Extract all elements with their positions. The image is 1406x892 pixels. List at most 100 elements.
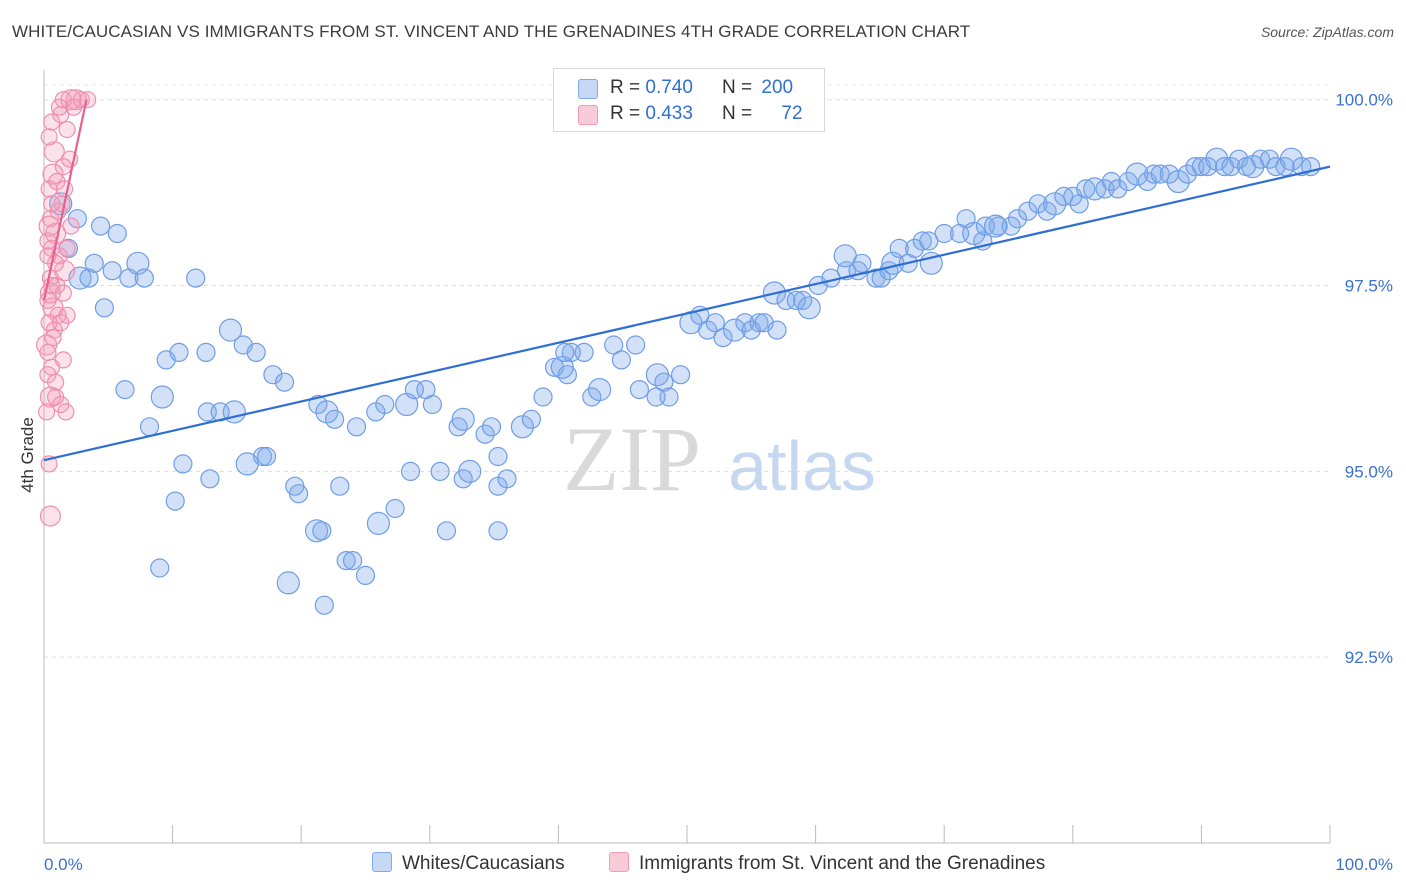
data-point — [722, 318, 747, 342]
data-point — [115, 380, 135, 400]
data-point — [385, 498, 405, 519]
data-point — [1007, 209, 1028, 229]
data-point — [375, 394, 395, 415]
data-point — [55, 180, 74, 198]
data-point — [713, 328, 733, 348]
data-point — [39, 505, 62, 527]
data-point — [629, 380, 650, 400]
data-point — [186, 268, 206, 288]
data-point — [46, 388, 65, 406]
data-point — [451, 407, 475, 431]
data-point — [533, 387, 553, 407]
data-point — [102, 261, 122, 281]
data-point — [400, 461, 421, 481]
data-point — [557, 365, 578, 385]
data-point — [983, 214, 1008, 238]
data-point — [57, 403, 75, 421]
data-point — [289, 484, 309, 504]
data-point — [355, 565, 376, 586]
source-label: Source: ZipAtlas.com — [1260, 24, 1394, 40]
data-point — [107, 223, 127, 244]
data-point — [797, 296, 821, 320]
y-tick-label: 97.5% — [1345, 277, 1393, 296]
legend-r-label: R = — [610, 77, 646, 98]
legend-swatch-whites — [372, 852, 392, 872]
data-point — [44, 329, 62, 347]
data-point — [430, 461, 450, 481]
data-point — [1198, 157, 1218, 177]
legend-swatch-pink — [578, 105, 598, 125]
y-axis-label: 4th Grade — [18, 417, 37, 493]
data-point — [312, 521, 332, 541]
data-point — [587, 378, 612, 402]
legend-r-value: 0.740 — [645, 77, 693, 98]
trend-line — [43, 165, 1331, 462]
data-point — [94, 298, 115, 318]
series-legend: Whites/Caucasians Immigrants from St. Vi… — [0, 852, 1406, 878]
data-point — [1144, 164, 1164, 184]
legend-r-value: 0.433 — [645, 103, 693, 124]
data-point — [448, 417, 468, 437]
axes — [43, 70, 1331, 844]
data-point — [43, 113, 61, 131]
data-point — [510, 415, 535, 439]
data-point — [1001, 216, 1021, 236]
data-point — [521, 409, 542, 429]
data-point — [889, 238, 909, 258]
legend-swatch-blue — [578, 79, 598, 99]
data-point — [50, 98, 69, 116]
data-point — [422, 394, 442, 415]
data-point — [555, 342, 575, 362]
data-point — [134, 268, 154, 288]
data-point — [1018, 201, 1038, 221]
data-point — [670, 365, 691, 385]
data-point — [1279, 147, 1304, 171]
y-tick-label: 92.5% — [1345, 648, 1393, 667]
data-point — [488, 521, 508, 541]
data-point — [561, 342, 581, 362]
x-tick-label: 0.0% — [44, 855, 83, 874]
data-point — [767, 320, 787, 340]
data-point — [256, 446, 277, 467]
legend-n-label: N = — [722, 103, 758, 124]
data-point — [173, 454, 193, 474]
data-point — [343, 550, 363, 571]
legend-n-value: 200 — [761, 77, 794, 98]
legend-label-whites: Whites/Caucasians — [402, 853, 565, 874]
data-point — [38, 215, 60, 237]
data-point — [604, 335, 624, 355]
legend-n-label: N = — [722, 77, 758, 98]
data-point — [58, 120, 76, 139]
data-point — [218, 318, 243, 342]
y-tick-label: 95.0% — [1345, 462, 1393, 481]
data-point — [52, 314, 70, 332]
data-point — [852, 253, 872, 273]
data-point — [962, 221, 986, 246]
data-point — [1166, 169, 1190, 194]
data-point — [336, 550, 356, 571]
data-point — [488, 446, 508, 467]
data-point — [611, 350, 632, 370]
data-point — [481, 417, 502, 437]
data-point — [1076, 179, 1096, 199]
trend-line — [42, 99, 88, 301]
data-point — [150, 385, 174, 409]
legend-swatch-immigrants — [609, 852, 629, 872]
y-tick-label: 100.0% — [1335, 91, 1393, 110]
data-point — [64, 98, 83, 116]
legend-item-immigrants: Immigrants from St. Vincent and the Gren… — [609, 852, 1045, 875]
watermark-zip: ZIP — [563, 408, 701, 510]
data-point — [1043, 192, 1067, 216]
data-point — [346, 417, 367, 437]
data-point — [314, 595, 334, 615]
data-point — [749, 313, 769, 333]
data-point — [705, 313, 725, 333]
data-point — [43, 141, 65, 163]
data-point — [919, 231, 939, 251]
data-point — [150, 558, 170, 578]
trend-lines — [42, 99, 1331, 462]
legend-n-value: 72 — [781, 103, 803, 124]
data-point — [1229, 149, 1249, 169]
data-point — [786, 290, 806, 310]
